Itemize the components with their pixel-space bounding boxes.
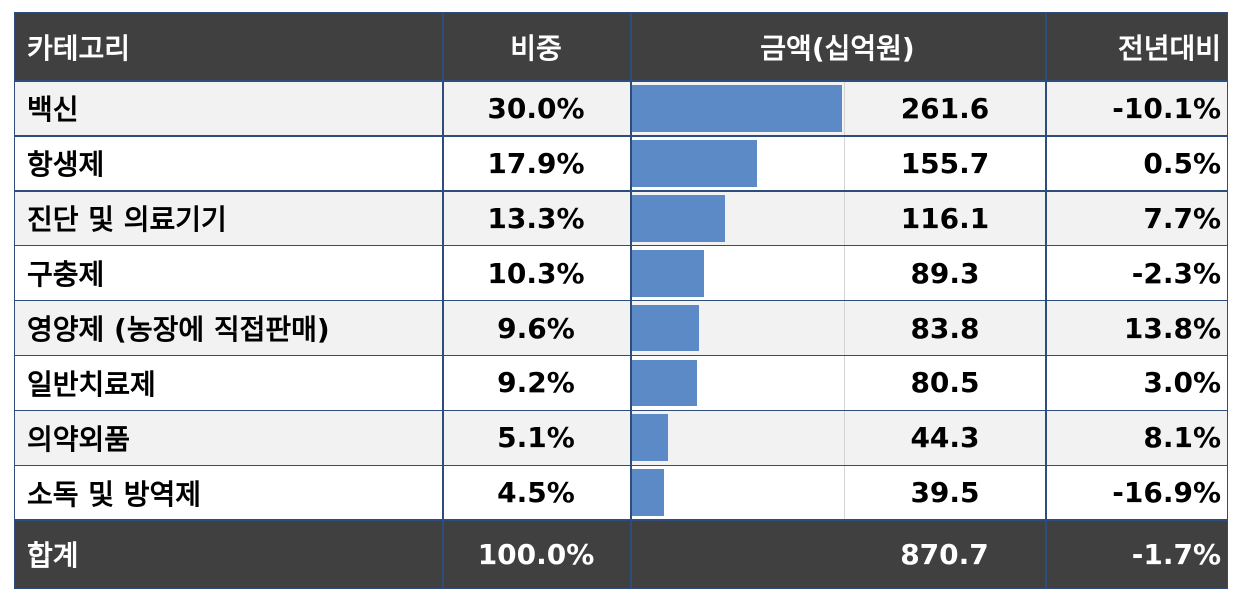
amount-bar bbox=[632, 469, 664, 517]
share-value: 10.3% bbox=[487, 256, 585, 290]
bar-area bbox=[632, 136, 844, 191]
amount-bar bbox=[632, 139, 757, 187]
amount-value: 116.1 bbox=[844, 190, 1045, 246]
amount-value: 89.3 bbox=[844, 245, 1045, 301]
share-value: 13.3% bbox=[487, 201, 585, 235]
row-divider bbox=[15, 354, 1227, 357]
share-value: 5.1% bbox=[497, 421, 575, 455]
amount-value: 155.7 bbox=[844, 135, 1045, 191]
amount-value: 44.3 bbox=[844, 410, 1045, 466]
yoy-value: -10.1% bbox=[1112, 91, 1221, 125]
yoy-value: 3.0% bbox=[1143, 366, 1221, 400]
bar-area bbox=[632, 246, 844, 301]
category-label: 항생제 bbox=[27, 148, 105, 182]
table-row: 일반치료제 9.2% 80.5 3.0% bbox=[15, 355, 1227, 411]
yoy-value: -2.3% bbox=[1131, 256, 1221, 290]
row-divider bbox=[15, 244, 1227, 247]
yoy-value: -16.9% bbox=[1112, 476, 1221, 510]
category-label: 일반치료제 bbox=[27, 367, 156, 401]
bar-area bbox=[632, 81, 844, 136]
row-divider bbox=[15, 135, 1227, 137]
amount-bar bbox=[632, 359, 697, 407]
header-amount: 금액(십억원) bbox=[760, 32, 915, 65]
row-divider bbox=[15, 190, 1227, 192]
yoy-value: 13.8% bbox=[1123, 311, 1221, 345]
total-amount: 870.7 bbox=[900, 537, 989, 571]
total-label: 합계 bbox=[27, 539, 79, 572]
header-row: 카테고리 비중 금액(십억원) 전년대비 bbox=[15, 13, 1227, 81]
header-share: 비중 bbox=[510, 32, 562, 65]
bar-area bbox=[632, 410, 844, 465]
amount-bar bbox=[632, 249, 704, 297]
amount-value: 39.5 bbox=[844, 465, 1045, 521]
header-yoy: 전년대비 bbox=[1117, 32, 1221, 65]
share-value: 17.9% bbox=[487, 146, 585, 180]
table-row: 백신 30.0% 261.6 -10.1% bbox=[15, 81, 1227, 136]
table-row: 항생제 17.9% 155.7 0.5% bbox=[15, 135, 1227, 191]
amount-value: 261.6 bbox=[844, 81, 1045, 136]
category-label: 구충제 bbox=[27, 258, 105, 292]
category-label: 영양제 (농장에 직접판매) bbox=[27, 313, 330, 347]
share-value: 9.2% bbox=[497, 366, 575, 400]
bar-area bbox=[632, 301, 844, 356]
total-row: 합계 100.0% 870.7 -1.7% bbox=[15, 520, 1227, 588]
category-label: 백신 bbox=[27, 93, 79, 127]
table-row: 구충제 10.3% 89.3 -2.3% bbox=[15, 245, 1227, 301]
category-label: 진단 및 의료기기 bbox=[27, 203, 227, 237]
row-divider bbox=[15, 464, 1227, 467]
row-divider bbox=[15, 80, 1227, 82]
share-value: 4.5% bbox=[497, 476, 575, 510]
row-divider bbox=[15, 299, 1227, 302]
table-row: 진단 및 의료기기 13.3% 116.1 7.7% bbox=[15, 190, 1227, 246]
data-table: 카테고리 비중 금액(십억원) 전년대비 백신 30.0% 261.6 -10.1% 항… bbox=[14, 12, 1228, 589]
total-yoy: -1.7% bbox=[1131, 537, 1221, 571]
bar-area bbox=[632, 356, 844, 411]
share-value: 30.0% bbox=[487, 91, 585, 125]
table-row: 영양제 (농장에 직접판매) 9.6% 83.8 13.8% bbox=[15, 300, 1227, 356]
yoy-value: 0.5% bbox=[1143, 146, 1221, 180]
row-divider bbox=[15, 409, 1227, 412]
amount-bar bbox=[632, 304, 700, 352]
amount-value: 80.5 bbox=[844, 355, 1045, 411]
bar-area bbox=[632, 465, 844, 520]
row-divider bbox=[15, 519, 1227, 521]
table-row: 소독 및 방역제 4.5% 39.5 -16.9% bbox=[15, 465, 1227, 521]
category-label: 소독 및 방역제 bbox=[27, 477, 202, 511]
amount-bar bbox=[632, 414, 668, 462]
bar-area bbox=[632, 191, 844, 246]
total-share: 100.0% bbox=[477, 537, 595, 571]
category-label: 의약외품 bbox=[27, 422, 131, 456]
amount-bar bbox=[632, 85, 842, 132]
amount-value: 83.8 bbox=[844, 300, 1045, 356]
yoy-value: 7.7% bbox=[1143, 201, 1221, 235]
table-row: 의약외품 5.1% 44.3 8.1% bbox=[15, 410, 1227, 466]
share-value: 9.6% bbox=[497, 311, 575, 345]
yoy-value: 8.1% bbox=[1143, 421, 1221, 455]
header-category: 카테고리 bbox=[27, 32, 131, 65]
amount-bar bbox=[632, 194, 726, 242]
